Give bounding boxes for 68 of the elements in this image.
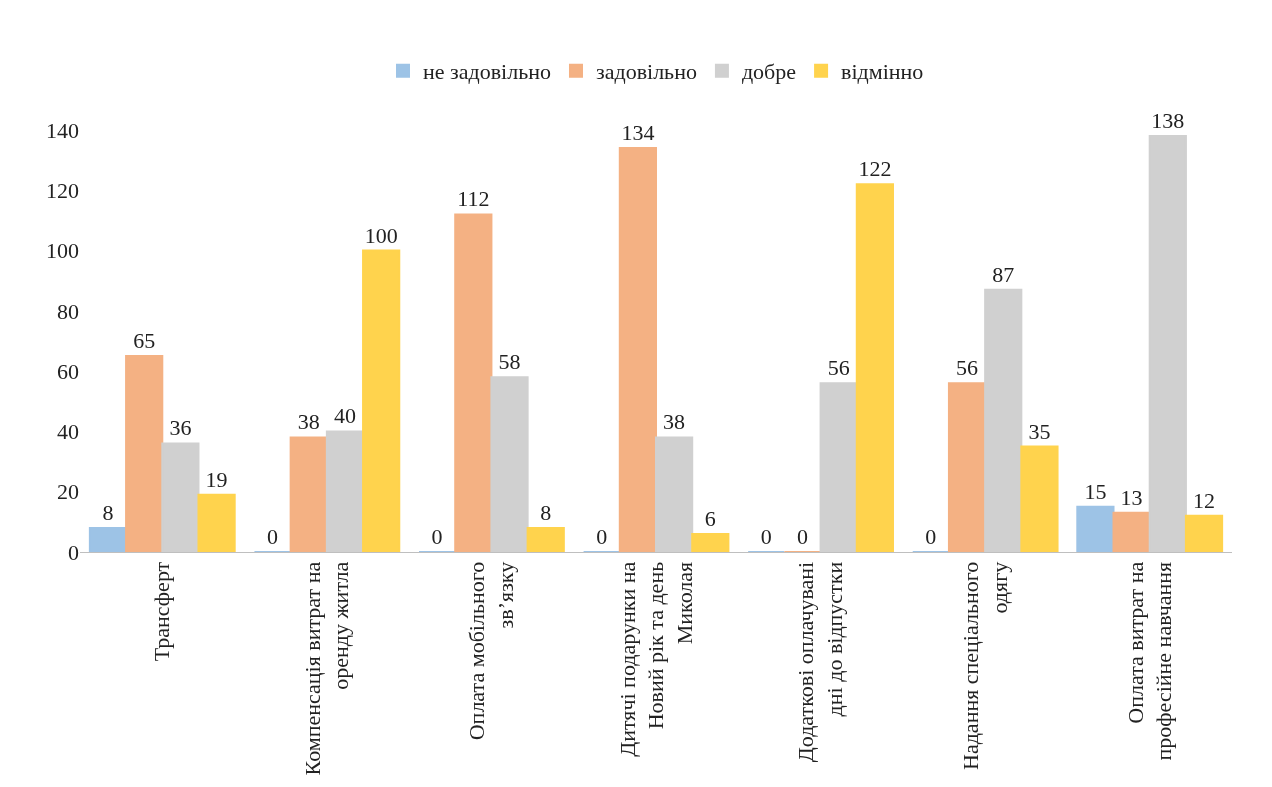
bar (1020, 445, 1059, 552)
data-label: 65 (133, 328, 156, 354)
x-tick-label: Трансферт (149, 561, 175, 662)
y-tick-label: 100 (46, 238, 79, 264)
data-label: 122 (858, 156, 892, 182)
bar (855, 183, 894, 552)
data-label: 56 (827, 355, 850, 381)
data-label: 0 (796, 524, 808, 549)
bar (125, 355, 164, 552)
bar (1112, 511, 1151, 552)
data-label: 8 (102, 499, 114, 525)
x-tick-label: Компенсація витрат на оренду житла (299, 561, 354, 776)
y-tick-label: 40 (57, 419, 79, 445)
data-label: 12 (1193, 487, 1216, 513)
bar (161, 442, 200, 552)
data-label: 35 (1028, 418, 1051, 444)
data-label: 112 (457, 186, 490, 212)
data-label: 0 (431, 524, 443, 549)
x-tick-label: Дитячі подарунки на Новий рік та день Миколая (614, 561, 697, 757)
data-label: 87 (992, 261, 1015, 287)
bar (655, 436, 694, 552)
bar (362, 249, 401, 552)
bar (197, 493, 236, 552)
data-label: 0 (596, 524, 608, 549)
bar (454, 213, 493, 552)
bar (618, 147, 657, 552)
data-label: 8 (540, 499, 552, 525)
bar (526, 526, 565, 552)
data-label: 134 (621, 120, 655, 146)
y-tick-label: 120 (46, 177, 79, 203)
data-label: 38 (663, 409, 686, 435)
bar (289, 436, 328, 552)
x-tick-label: Додаткові оплачувані дні до відпустки (793, 561, 848, 763)
bar (490, 376, 529, 552)
y-tick-label: 20 (57, 479, 79, 505)
x-tick-label: Оплата мобільного зв’язку (464, 561, 518, 741)
data-label: 38 (297, 409, 320, 435)
data-label: 13 (1120, 484, 1143, 510)
data-label: 0 (925, 524, 937, 549)
y-tick-label: 140 (46, 117, 79, 143)
data-label: 138 (1151, 108, 1185, 134)
legend-label: задовільно (595, 59, 697, 85)
data-label: 36 (169, 415, 192, 441)
legend-label: відмінно (841, 59, 924, 85)
x-tick-label: Надання спеціального одягу (957, 561, 1012, 770)
bar (325, 430, 365, 552)
bar (1148, 135, 1187, 552)
bar (947, 382, 987, 552)
data-label: 58 (498, 349, 521, 375)
data-label: 56 (956, 355, 979, 381)
legend-label: не задовільно (423, 59, 551, 85)
bar (88, 526, 128, 552)
data-label: 0 (760, 524, 772, 549)
data-label: 0 (267, 524, 279, 549)
data-label: 19 (205, 466, 228, 492)
bar (691, 532, 730, 552)
bar (819, 382, 858, 552)
data-label: 6 (704, 505, 716, 531)
y-tick-label: 80 (57, 298, 79, 324)
data-label: 15 (1084, 478, 1107, 504)
y-tick-label: 0 (68, 539, 79, 565)
bar (984, 288, 1023, 552)
data-label: 100 (364, 222, 398, 248)
y-tick-label: 60 (57, 358, 79, 384)
data-label: 40 (333, 403, 356, 429)
legend-label: добре (741, 59, 797, 85)
bar (1076, 505, 1115, 552)
bar (1184, 514, 1224, 552)
